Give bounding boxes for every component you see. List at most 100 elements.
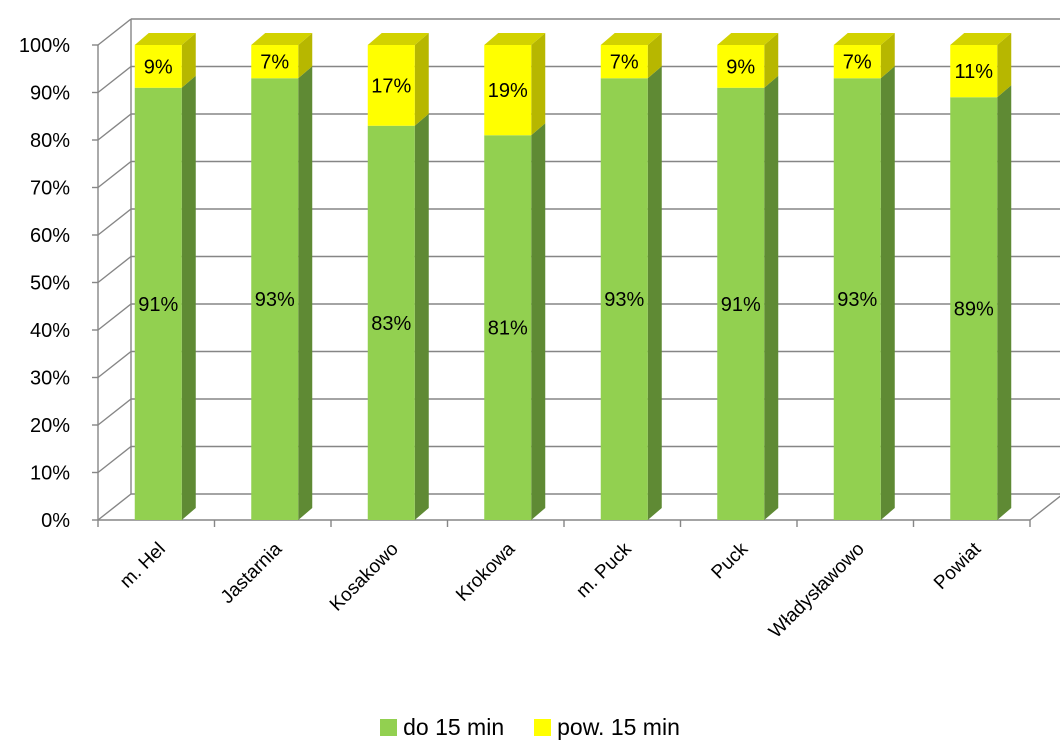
gridline-diagonal [97,255,132,284]
bar-side-series-1 [531,123,546,520]
bar-series-1 [134,87,182,520]
y-tick-label: 10% [30,463,70,485]
y-tick-label: 100% [19,35,70,57]
bar-series-1 [717,87,765,520]
y-tick-label: 80% [30,130,70,152]
bars [134,33,1012,520]
data-label-series-2: 7% [843,52,872,74]
gridline-diagonal [97,350,132,379]
x-axis-categories: m. Hel Jastarnia Kosakowo Krokowa m. Puck Puc… [116,538,986,642]
bar-series-2 [600,45,648,79]
bar-series-2 [251,45,299,79]
legend-swatch-series-2 [534,718,552,736]
bar-side-series-2 [414,33,429,126]
floor-right-edge [1029,495,1060,521]
bar-side-series-2 [181,33,196,88]
bar-series-1 [950,97,998,520]
bar-series-2 [717,45,765,88]
gridline-diagonal [97,65,132,94]
data-label-series-2: 9% [726,56,755,78]
bar-series-1 [833,78,881,520]
legend-item-series-1: do 15 min [380,714,504,741]
y-tick-label: 70% [30,178,70,200]
bar-series-1 [484,135,532,520]
bar-series-2 [833,45,881,79]
gridline-diagonal [97,493,132,521]
category-label: Kosakowo [326,539,403,616]
bar-top-series-2 [484,33,546,45]
bar-side-series-2 [647,33,662,79]
bar-top-series-2 [833,33,895,45]
gridline-diagonal [97,18,132,46]
category-label: Powiat [930,538,986,594]
bar-side-series-1 [647,66,662,520]
y-tick-label: 60% [30,225,70,247]
legend-label-series-1: do 15 min [403,713,505,740]
bar-top-series-2 [134,33,196,45]
category-label: Władysławowo [765,539,869,643]
category-label: Jastarnia [217,538,287,608]
bar-top-series-2 [950,33,1012,45]
bar-side-series-2 [997,33,1012,98]
data-label-series-1: 91% [138,294,178,316]
gridline-diagonal [97,113,132,141]
data-label-series-2: 7% [610,52,639,74]
legend-item-series-2: pow. 15 min [534,714,680,741]
bar-top-series-2 [600,33,662,45]
y-tick-label: 20% [30,415,70,437]
bar-side-series-2 [880,33,895,79]
bar-series-1 [367,125,415,520]
data-label-series-1: 93% [604,289,644,311]
category-label: m. Hel [116,539,170,593]
gridline-diagonal [97,160,132,189]
data-label-series-1: 93% [255,289,295,311]
y-tick-label: 90% [30,83,70,105]
category-label: Krokowa [452,538,519,605]
data-label-series-1: 83% [371,313,411,335]
gridline-diagonal [97,208,132,236]
bar-side-series-2 [531,33,546,136]
bar-series-2 [367,45,415,126]
gridline-diagonal [97,398,132,426]
y-tick-label: 0% [41,510,70,532]
bar-side-series-1 [764,75,779,520]
data-label-series-2: 17% [371,75,411,97]
data-labels: 91% 9% 93% 7% 83% 17% 81% 19% 93% 7% 91% 9% 93% 7% 89%… [138,52,994,340]
y-tick-label: 30% [30,368,70,390]
data-label-series-1: 91% [721,294,761,316]
bar-top-series-2 [717,33,779,45]
bar-series-2 [134,45,182,88]
bar-series-1 [251,78,299,520]
category-label: Puck [708,538,753,583]
bar-side-series-2 [764,33,779,88]
bar-series-2 [950,45,998,98]
y-axis-ticks: 0% 10% 20% 30% 40% 50% 60% 70% 80% 90% 100% [19,35,70,532]
gridlines [92,18,1060,527]
legend-label-series-2: pow. 15 min [557,713,680,740]
data-label-series-2: 7% [260,52,289,74]
y-tick-label: 40% [30,320,70,342]
data-label-series-1: 81% [488,318,528,340]
data-label-series-1: 89% [954,299,994,321]
bar-side-series-1 [997,85,1012,520]
bar-series-2 [484,45,532,136]
data-label-series-2: 9% [144,56,173,78]
data-label-series-1: 93% [837,289,877,311]
bar-side-series-2 [298,33,313,79]
category-label: m. Puck [572,538,636,602]
bar-top-series-2 [367,33,429,45]
bar-series-1 [600,78,648,520]
data-label-series-2: 19% [488,80,528,102]
bar-side-series-1 [880,66,895,520]
bar-top-series-2 [251,33,313,45]
legend-swatch-series-1 [380,718,398,736]
gridline-diagonal [97,303,132,331]
data-label-series-2: 11% [954,61,993,83]
bar-side-series-1 [298,66,313,520]
stacked-bar-chart: 0%10%20%30%40%50%60%70%80%90%100% 91%9%9… [19,18,1060,642]
gridline-diagonal [97,445,132,474]
bar-side-series-1 [181,75,196,520]
y-tick-label: 50% [30,273,70,295]
legend: do 15 min pow. 15 min [0,712,1060,742]
bar-side-series-1 [414,113,429,520]
